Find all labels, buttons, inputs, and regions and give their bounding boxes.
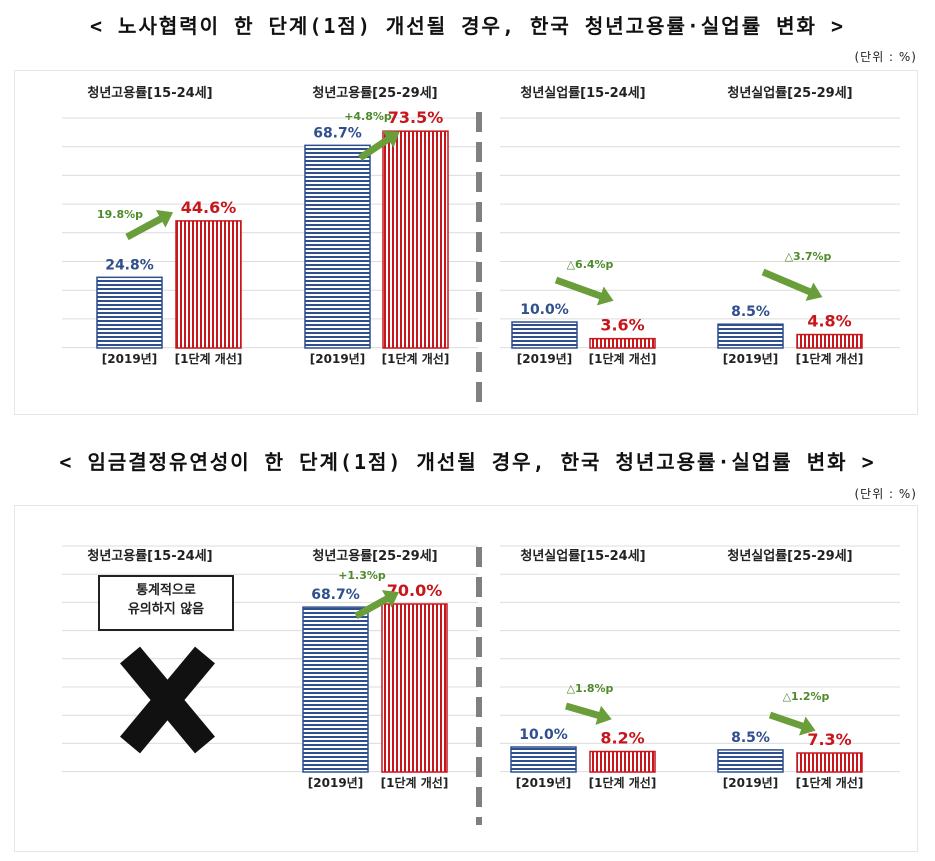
group-label: 청년실업률[25-29세]: [727, 548, 852, 564]
value-label: 70.0%: [387, 581, 443, 600]
change-arrow-icon: [358, 133, 395, 161]
value-label: 24.8%: [105, 257, 154, 273]
category-label: [2019년]: [723, 776, 778, 790]
group-label: 청년실업률[15-24세]: [520, 548, 645, 564]
bar-2019: [96, 276, 163, 349]
value-label: 8.2%: [600, 729, 644, 748]
note-line-1: 통계적으로: [136, 583, 196, 598]
value-label: 44.6%: [181, 198, 237, 217]
group-label: 청년고용률[15-24세]: [87, 85, 212, 101]
change-label: △1.2%p: [783, 690, 830, 703]
bar-2019: [717, 323, 784, 349]
category-label: [2019년]: [517, 352, 572, 366]
bar-improved: [589, 750, 656, 773]
bar-2019: [304, 144, 371, 349]
value-label: 8.5%: [731, 304, 770, 320]
change-label: △1.8%p: [567, 682, 614, 695]
bar-improved: [381, 603, 448, 773]
category-label: [2019년]: [516, 776, 571, 790]
not-significant-x-icon: [120, 646, 215, 754]
note-line-2: 유의하지 않음: [127, 602, 205, 617]
value-label: 10.0%: [520, 302, 569, 318]
bar-improved: [382, 130, 449, 349]
change-label: +1.3%p: [338, 569, 386, 582]
bar-improved: [589, 337, 656, 349]
value-label: 68.7%: [311, 587, 360, 603]
not-significant-note: 통계적으로 유의하지 않음: [98, 575, 234, 631]
value-label: 3.6%: [600, 316, 644, 335]
group-label: 청년실업률[15-24세]: [520, 85, 645, 101]
change-arrow-icon: [761, 268, 817, 298]
category-label: [1단계 개선]: [589, 775, 657, 790]
category-label: [2019년]: [310, 352, 365, 366]
change-arrow-head-icon: [799, 716, 816, 736]
category-label: [2019년]: [102, 352, 157, 366]
change-arrow-head-icon: [381, 590, 399, 608]
category-label: [1단계 개선]: [589, 351, 657, 366]
value-label: 68.7%: [313, 125, 362, 141]
category-label: [2019년]: [308, 776, 363, 790]
category-label: [1단계 개선]: [381, 775, 449, 790]
group-label: 청년실업률[25-29세]: [727, 85, 852, 101]
value-label: 8.5%: [731, 730, 770, 746]
bar-2019: [511, 321, 578, 349]
chart2-unit: (단위 : %): [854, 487, 917, 501]
change-arrow-head-icon: [805, 282, 823, 301]
chart1-panel: [14, 70, 918, 415]
value-label: 10.0%: [519, 727, 568, 743]
category-label: [1단계 개선]: [382, 351, 450, 366]
chart2-title: < 임금결정유연성이 한 단계(1점) 개선될 경우, 한국 청년고용률·실업률…: [59, 450, 876, 474]
change-label: △6.4%p: [567, 258, 614, 271]
change-arrow-icon: [554, 276, 608, 302]
group-label: 청년고용률[15-24세]: [87, 548, 212, 564]
bar-2019: [510, 746, 577, 773]
change-arrow-head-icon: [596, 286, 614, 306]
value-label: 73.5%: [388, 108, 444, 127]
change-label: 19.8%p: [97, 208, 143, 221]
category-label: [2019년]: [723, 352, 778, 366]
change-label: △3.7%p: [785, 250, 832, 263]
change-arrow-icon: [565, 702, 605, 721]
change-arrow-head-icon: [155, 210, 174, 228]
change-arrow-head-icon: [595, 705, 612, 725]
chart1-unit: (단위 : %): [854, 50, 917, 64]
bar-2019: [717, 749, 784, 773]
bar-improved: [175, 220, 242, 349]
bar-improved: [796, 333, 863, 349]
change-arrow-head-icon: [382, 131, 400, 148]
change-arrow-icon: [125, 212, 168, 241]
change-label: +4.8%p: [344, 110, 392, 123]
group-label: 청년고용률[25-29세]: [312, 548, 437, 564]
chart1-title: < 노사협력이 한 단계(1점) 개선될 경우, 한국 청년고용률·실업률 변화…: [89, 14, 846, 38]
value-label: 4.8%: [807, 312, 851, 331]
group-label: 청년고용률[25-29세]: [312, 85, 437, 101]
category-label: [1단계 개선]: [796, 351, 864, 366]
value-label: 7.3%: [807, 730, 851, 749]
category-label: [1단계 개선]: [796, 775, 864, 790]
change-arrow-icon: [768, 711, 810, 732]
change-arrow-icon: [354, 592, 394, 620]
category-label: [1단계 개선]: [175, 351, 243, 366]
bar-2019: [302, 606, 369, 773]
bar-improved: [796, 752, 863, 773]
